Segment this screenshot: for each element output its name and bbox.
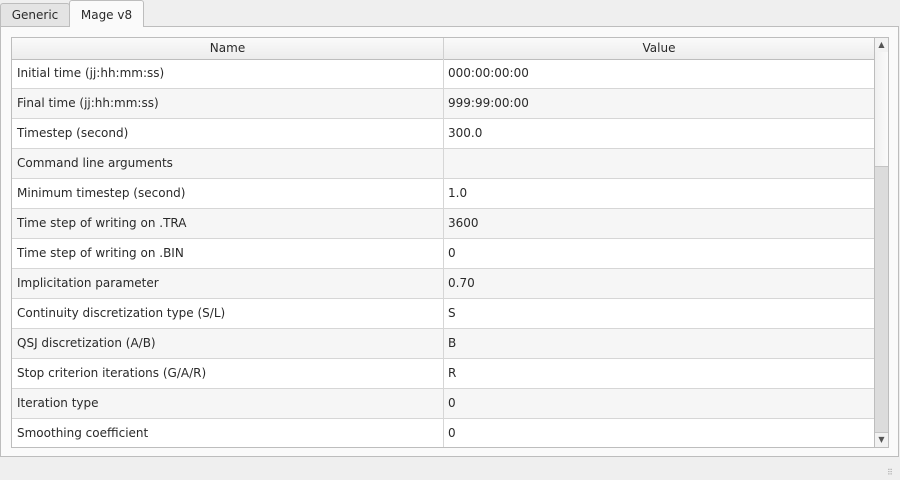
tab-mage-v8[interactable]: Mage v8 [69,0,144,27]
parameter-value[interactable]: B [448,336,457,350]
table-row[interactable]: Minimum timestep (second) 1.0 [12,179,874,209]
resize-grip-icon[interactable]: ⠿ [887,468,893,477]
table-row[interactable]: QSJ discretization (A/B) B [12,329,874,359]
scroll-down-icon[interactable]: ▼ [875,432,888,447]
parameter-name: Command line arguments [12,149,444,178]
parameter-name: Minimum timestep (second) [12,179,444,208]
scrollbar-handle[interactable] [875,52,888,167]
table-row[interactable]: Command line arguments [12,149,874,179]
parameter-value[interactable]: 300.0 [448,126,483,140]
parameter-name: Timestep (second) [12,119,444,148]
table-row[interactable]: Continuity discretization type (S/L) S [12,299,874,329]
table-row[interactable]: Time step of writing on .TRA 3600 [12,209,874,239]
table-row[interactable]: Final time (jj:hh:mm:ss) 999:99:00:00 [12,89,874,119]
table-row[interactable]: Time step of writing on .BIN 0 [12,239,874,269]
table-row[interactable]: Stop criterion iterations (G/A/R) R [12,359,874,389]
parameter-name: Implicitation parameter [12,269,444,298]
parameter-name: Time step of writing on .BIN [12,239,444,268]
parameter-value[interactable]: 999:99:00:00 [448,96,529,110]
column-header-value[interactable]: Value [642,41,676,55]
parameter-name: Continuity discretization type (S/L) [12,299,444,328]
parameter-value[interactable]: 3600 [448,216,479,230]
column-header-name[interactable]: Name [12,38,444,59]
table-row[interactable]: Implicitation parameter 0.70 [12,269,874,299]
vertical-scrollbar[interactable]: ▲ ▼ [874,38,888,447]
table-row[interactable]: Timestep (second) 300.0 [12,119,874,149]
parameter-value[interactable]: 1.0 [448,186,468,200]
tab-generic[interactable]: Generic [0,3,70,26]
parameter-name: Initial time (jj:hh:mm:ss) [12,59,444,88]
parameter-name: Smoothing coefficient [12,419,444,447]
parameter-value[interactable]: S [448,306,456,320]
parameter-value[interactable]: 000:00:00:00 [448,66,529,80]
table-row[interactable]: Smoothing coefficient 0 [12,419,874,447]
parameter-value[interactable]: 0.70 [448,276,475,290]
table-row[interactable]: Iteration type 0 [12,389,874,419]
table-body: Initial time (jj:hh:mm:ss) 000:00:00:00 Fi… [12,59,874,447]
parameter-name: Final time (jj:hh:mm:ss) [12,89,444,118]
parameter-name: Stop criterion iterations (G/A/R) [12,359,444,388]
parameter-value[interactable]: 0 [448,426,456,440]
parameter-name: QSJ discretization (A/B) [12,329,444,358]
parameter-value[interactable]: 0 [448,396,456,410]
parameter-name: Iteration type [12,389,444,418]
parameter-name: Time step of writing on .TRA [12,209,444,238]
parameters-table: Name Value Initial time (jj:hh:mm:ss) 000… [11,37,889,448]
parameter-value[interactable]: 0 [448,246,456,260]
table-header: Name Value [12,38,874,60]
table-row[interactable]: Initial time (jj:hh:mm:ss) 000:00:00:00 [12,59,874,89]
parameter-value[interactable]: R [448,366,457,380]
parameter-value[interactable] [444,149,874,178]
scroll-up-icon[interactable]: ▲ [875,38,888,53]
